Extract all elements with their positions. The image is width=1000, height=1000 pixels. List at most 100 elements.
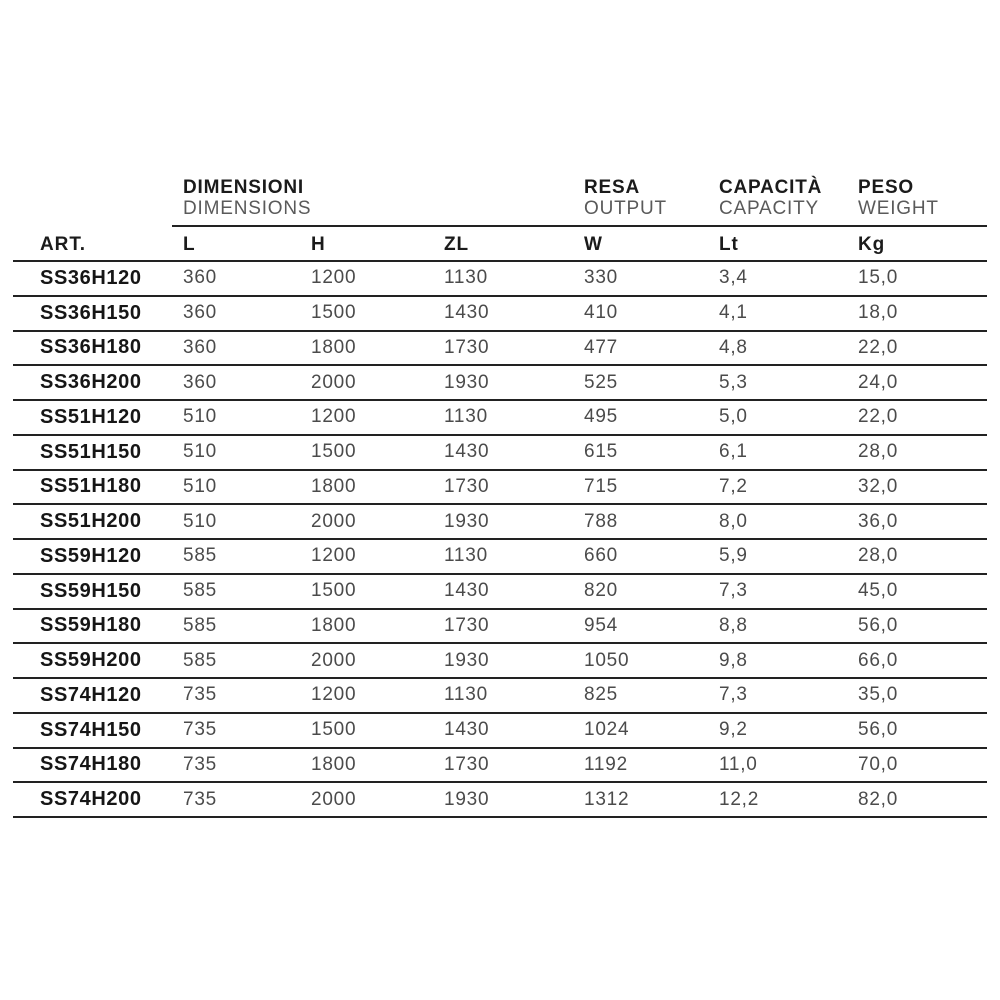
value-cell: 1050 (584, 649, 630, 671)
group-label-it: CAPACITÀ (719, 177, 823, 198)
table-body: SS36H120 360 1200 1130 330 3,4 15,0 SS36H150 360… (13, 262, 987, 818)
table-row: SS36H180 360 1800 1730 477 4,8 22,0 (13, 332, 987, 367)
value-cell: 7,2 (719, 475, 748, 497)
group-label-en: WEIGHT (858, 198, 939, 219)
group-output: RESA OUTPUT (584, 177, 667, 219)
value-cell: 495 (584, 406, 618, 428)
value-cell: 28,0 (858, 441, 899, 463)
group-capacity: CAPACITÀ CAPACITY (719, 177, 822, 219)
value-cell: 1130 (444, 684, 488, 706)
column-header-h: H (311, 233, 326, 255)
article-code-cell: SS36H120 (40, 266, 142, 289)
article-code-cell: SS74H120 (40, 683, 142, 706)
value-cell: 360 (183, 336, 217, 358)
value-cell: 1130 (444, 545, 488, 567)
value-cell: 1024 (584, 719, 630, 741)
value-cell: 24,0 (858, 371, 899, 393)
value-cell: 7,3 (719, 684, 748, 706)
value-cell: 56,0 (858, 719, 899, 741)
column-header-w: W (584, 233, 603, 255)
value-cell: 510 (183, 510, 217, 532)
value-cell: 1800 (311, 336, 357, 358)
value-cell: 735 (183, 719, 217, 741)
table-row: SS51H120 510 1200 1130 495 5,0 22,0 (13, 401, 987, 436)
article-code-cell: SS36H180 (40, 336, 142, 359)
value-cell: 715 (584, 475, 618, 497)
value-cell: 735 (183, 753, 217, 775)
table-row: SS59H200 585 2000 1930 1050 9,8 66,0 (13, 644, 987, 679)
value-cell: 410 (584, 302, 618, 324)
value-cell: 2000 (311, 371, 357, 393)
value-cell: 2000 (311, 649, 357, 671)
value-cell: 70,0 (858, 753, 899, 775)
value-cell: 32,0 (858, 475, 899, 497)
article-code-cell: SS51H150 (40, 440, 142, 463)
value-cell: 28,0 (858, 545, 899, 567)
value-cell: 1730 (444, 753, 490, 775)
value-cell: 525 (584, 371, 618, 393)
value-cell: 1930 (444, 371, 490, 393)
value-cell: 585 (183, 614, 217, 636)
article-code-cell: SS36H150 (40, 301, 142, 324)
value-cell: 660 (584, 545, 618, 567)
value-cell: 1312 (584, 788, 630, 810)
article-code-cell: SS74H150 (40, 718, 142, 741)
table-row: SS74H200 735 2000 1930 1312 12,2 82,0 (13, 783, 987, 818)
value-cell: 1200 (311, 684, 357, 706)
value-cell: 35,0 (858, 684, 899, 706)
table-row: SS51H150 510 1500 1430 615 6,1 28,0 (13, 436, 987, 471)
value-cell: 735 (183, 788, 217, 810)
column-header-zl: ZL (444, 233, 470, 255)
group-label-it: PESO (858, 177, 914, 198)
value-cell: 1730 (444, 475, 490, 497)
table-row: SS51H200 510 2000 1930 788 8,0 36,0 (13, 505, 987, 540)
table-group-header-row: DIMENSIONI DIMENSIONS RESA OUTPUT CAPACI… (13, 176, 987, 227)
table-row: SS74H150 735 1500 1430 1024 9,2 56,0 (13, 714, 987, 749)
value-cell: 1730 (444, 614, 490, 636)
value-cell: 6,1 (719, 441, 748, 463)
value-cell: 22,0 (858, 336, 899, 358)
value-cell: 9,2 (719, 719, 748, 741)
value-cell: 825 (584, 684, 618, 706)
value-cell: 477 (584, 336, 618, 358)
article-code-cell: SS51H180 (40, 475, 142, 498)
value-cell: 1200 (311, 545, 357, 567)
value-cell: 1130 (444, 406, 488, 428)
value-cell: 15,0 (858, 267, 899, 289)
value-cell: 954 (584, 614, 618, 636)
table-row: SS59H120 585 1200 1130 660 5,9 28,0 (13, 540, 987, 575)
value-cell: 36,0 (858, 510, 899, 532)
table-row: SS74H180 735 1800 1730 1192 11,0 70,0 (13, 749, 987, 784)
group-label-it: RESA (584, 177, 640, 198)
article-code-cell: SS59H150 (40, 579, 142, 602)
value-cell: 11,0 (719, 753, 758, 775)
value-cell: 788 (584, 510, 618, 532)
value-cell: 360 (183, 302, 217, 324)
value-cell: 1800 (311, 753, 357, 775)
value-cell: 510 (183, 475, 217, 497)
value-cell: 1430 (444, 580, 490, 602)
value-cell: 1930 (444, 649, 490, 671)
article-code-cell: SS59H120 (40, 544, 142, 567)
value-cell: 18,0 (858, 302, 899, 324)
value-cell: 1500 (311, 719, 357, 741)
value-cell: 330 (584, 267, 618, 289)
article-code-cell: SS74H200 (40, 788, 142, 811)
value-cell: 1800 (311, 614, 357, 636)
group-label-en: DIMENSIONS (183, 198, 312, 219)
article-code-cell: SS51H200 (40, 510, 142, 533)
table-row: SS59H180 585 1800 1730 954 8,8 56,0 (13, 610, 987, 645)
column-header-lt: Lt (719, 233, 739, 255)
value-cell: 2000 (311, 788, 357, 810)
value-cell: 1192 (584, 753, 628, 775)
value-cell: 1430 (444, 719, 490, 741)
article-code-cell: SS74H180 (40, 753, 142, 776)
group-header-underline (172, 225, 987, 227)
value-cell: 66,0 (858, 649, 899, 671)
value-cell: 1200 (311, 406, 357, 428)
value-cell: 1430 (444, 441, 490, 463)
value-cell: 8,8 (719, 614, 748, 636)
value-cell: 3,4 (719, 267, 748, 289)
column-header-l: L (183, 233, 196, 255)
value-cell: 735 (183, 684, 217, 706)
